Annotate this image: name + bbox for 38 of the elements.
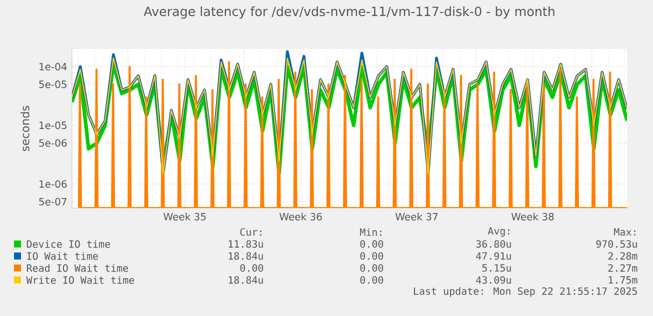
legend-label: Read IO Wait time [26, 264, 128, 272]
chart-title: Average latency for /dev/vds-nvme-11/vm-117-disk-0 - by month [144, 6, 554, 19]
legend-label: Write IO Wait time [26, 276, 134, 284]
x-tick-label: Week 36 [280, 212, 322, 220]
x-tick-label: Week 38 [511, 212, 554, 220]
text: Avg: [488, 227, 510, 237]
line-series [78, 61, 627, 208]
y-tick-label: 5e-07 [39, 198, 66, 206]
y-tick-label: 5e-06 [39, 139, 67, 147]
text: 970.53u [596, 240, 637, 248]
text: 0.00 [360, 276, 384, 284]
text: 5.15u [482, 264, 511, 272]
text: Max: [614, 228, 636, 236]
legend-label: Device IO time [26, 240, 110, 248]
text: 0.00 [240, 264, 264, 272]
text: 2.28m [608, 252, 638, 260]
y-tick-label: 1e-04 [40, 62, 67, 70]
x-tick-label: Week 35 [164, 212, 206, 220]
text: 0.00 [360, 240, 384, 248]
text: 47.91u [476, 252, 511, 260]
text: 0.00 [360, 264, 384, 272]
y-axis-title: seconds [20, 106, 30, 152]
text: Cur: [240, 228, 262, 236]
y-tick-label: 5e-05 [39, 80, 66, 88]
text: 18.84u [228, 276, 263, 284]
text: 0.00 [360, 252, 384, 260]
text: 2.27m [608, 264, 638, 272]
x-tick-label: Week 37 [395, 212, 438, 220]
y-tick-label: 1e-05 [40, 122, 66, 130]
y-tick-label: 1e-06 [40, 180, 67, 188]
text: 43.09u [476, 276, 511, 284]
legend-label: IO Wait time [27, 252, 98, 260]
text: 1.75m [608, 276, 638, 284]
text: 11.83u [228, 240, 263, 248]
text: 18.84u [228, 252, 263, 260]
text: Last update: Mon Sep 22 21:55:17 2025 [414, 287, 637, 297]
text: 36.80u [476, 240, 511, 248]
text: Min: [360, 228, 382, 236]
